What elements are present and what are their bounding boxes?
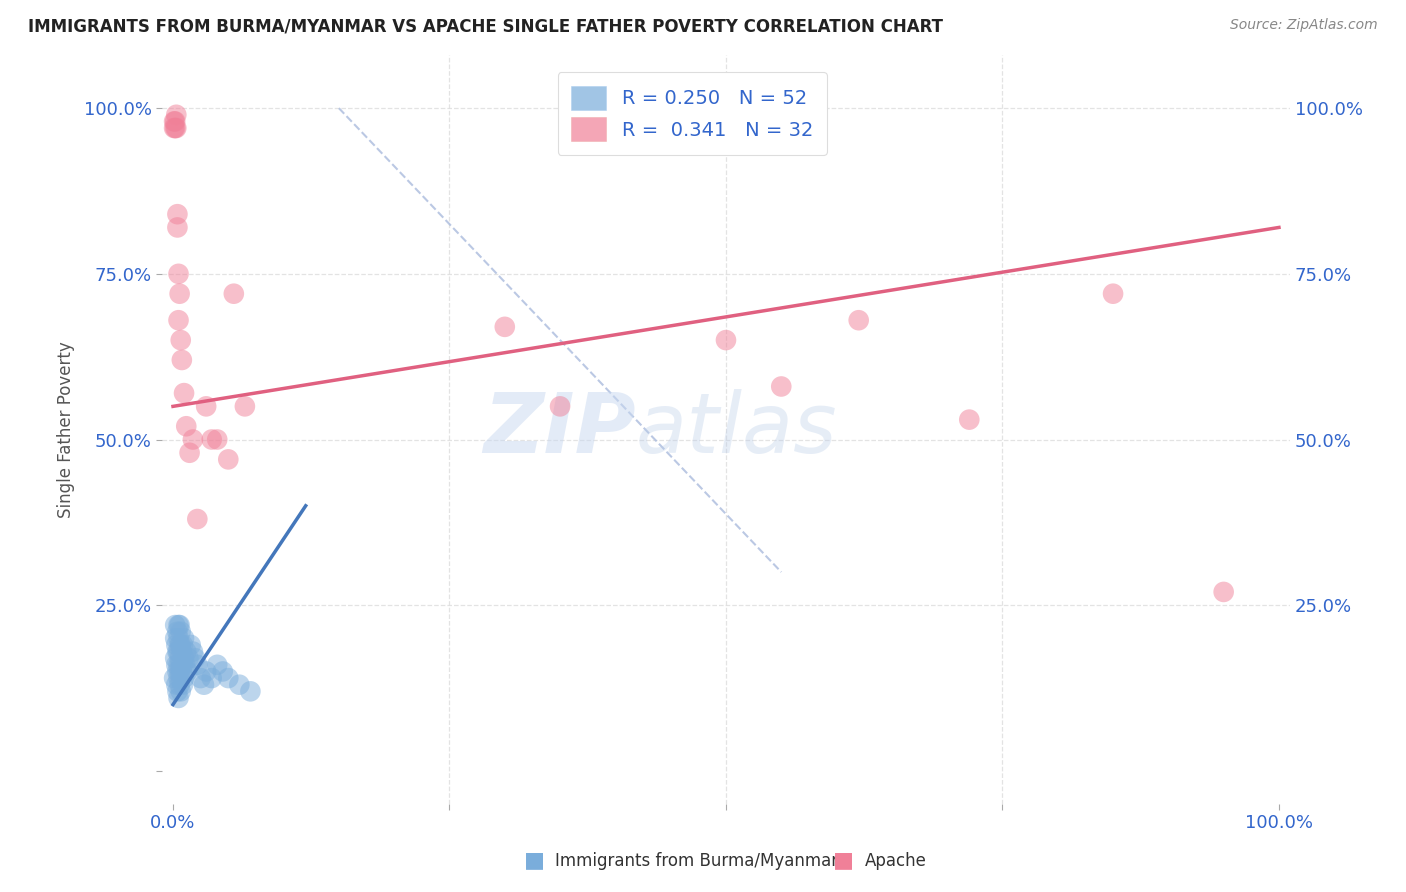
Point (170, 624, 193, 639)
Point (172, 638, 194, 652)
Point (217, 452, 239, 467)
Point (166, 207, 188, 221)
Point (186, 512, 208, 526)
Point (170, 644, 193, 658)
Point (173, 632, 195, 646)
Point (170, 684, 193, 698)
Point (174, 419, 197, 434)
Point (233, 400, 256, 414)
Point (170, 657, 193, 672)
Point (193, 678, 215, 692)
Text: Immigrants from Burma/Myanmar: Immigrants from Burma/Myanmar (555, 852, 838, 870)
Point (201, 671, 224, 685)
Point (184, 651, 207, 665)
Point (165, 121, 187, 136)
Point (167, 671, 190, 685)
Text: ■: ■ (524, 850, 544, 870)
Point (169, 618, 191, 632)
Point (172, 657, 194, 672)
Text: IMMIGRANTS FROM BURMA/MYANMAR VS APACHE SINGLE FATHER POVERTY CORRELATION CHART: IMMIGRANTS FROM BURMA/MYANMAR VS APACHE … (28, 18, 943, 36)
Point (228, 678, 250, 692)
Point (166, 624, 188, 639)
Point (169, 651, 191, 665)
Point (181, 644, 204, 658)
Point (170, 333, 193, 347)
Point (494, 319, 516, 334)
Point (169, 286, 191, 301)
Point (181, 433, 204, 447)
Point (848, 313, 870, 327)
Point (170, 638, 193, 652)
Point (170, 665, 193, 679)
Point (166, 220, 188, 235)
Text: atlas: atlas (636, 389, 838, 470)
Point (169, 678, 191, 692)
Point (195, 665, 218, 679)
Point (548, 400, 571, 414)
Point (174, 657, 197, 672)
Point (180, 638, 202, 652)
Point (211, 665, 233, 679)
Point (190, 671, 212, 685)
Point (165, 121, 187, 136)
Point (163, 114, 186, 128)
Point (165, 678, 187, 692)
Point (173, 651, 195, 665)
Point (165, 651, 187, 665)
Point (165, 114, 187, 128)
Point (165, 638, 187, 652)
Point (167, 267, 190, 281)
Point (201, 433, 224, 447)
Legend: R = 0.250   N = 52, R =  0.341   N = 32: R = 0.250 N = 52, R = 0.341 N = 32 (558, 72, 827, 155)
Point (207, 433, 229, 447)
Point (166, 684, 188, 698)
Point (222, 286, 245, 301)
Point (166, 644, 188, 658)
Point (207, 657, 229, 672)
Text: Apache: Apache (865, 852, 927, 870)
Point (173, 386, 195, 401)
Point (167, 690, 190, 705)
Point (770, 379, 793, 393)
Point (195, 400, 218, 414)
Y-axis label: Single Father Poverty: Single Father Poverty (58, 341, 75, 518)
Point (165, 108, 187, 122)
Point (165, 632, 187, 646)
Point (163, 671, 186, 685)
Text: ■: ■ (834, 850, 853, 870)
Point (167, 644, 190, 658)
Point (174, 644, 197, 658)
Point (217, 671, 239, 685)
Point (1102, 286, 1125, 301)
Point (167, 618, 190, 632)
Point (167, 632, 190, 646)
Point (176, 665, 198, 679)
Point (165, 618, 187, 632)
Point (173, 671, 195, 685)
Point (167, 313, 190, 327)
Point (170, 353, 193, 368)
Point (186, 657, 208, 672)
Point (163, 121, 186, 136)
Point (170, 671, 193, 685)
Point (239, 684, 262, 698)
Point (179, 446, 201, 460)
Text: Source: ZipAtlas.com: Source: ZipAtlas.com (1230, 18, 1378, 32)
Point (1212, 585, 1234, 599)
Point (169, 665, 191, 679)
Point (957, 412, 980, 426)
Point (166, 665, 188, 679)
Text: ZIP: ZIP (484, 389, 636, 470)
Point (167, 657, 190, 672)
Point (165, 657, 187, 672)
Point (172, 678, 194, 692)
Point (169, 638, 191, 652)
Point (177, 651, 200, 665)
Point (714, 333, 737, 347)
